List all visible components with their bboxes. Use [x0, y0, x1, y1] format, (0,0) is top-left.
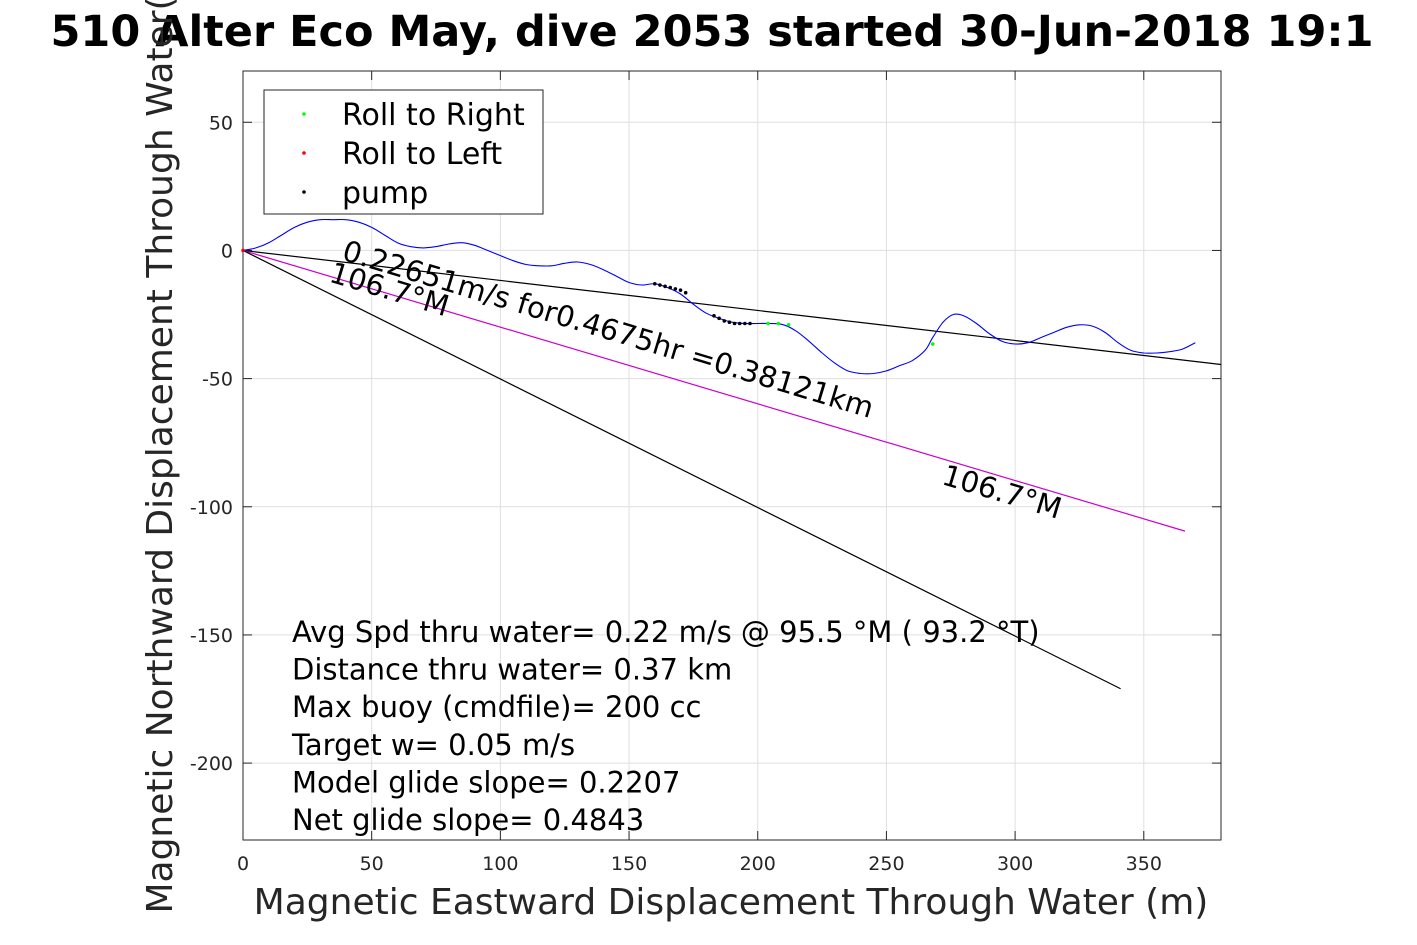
- y-tick-label: -100: [190, 497, 233, 519]
- stat-line: Model glide slope= 0.2207: [292, 765, 680, 799]
- dive-stats: Avg Spd thru water= 0.22 m/s @ 95.5 °M (…: [291, 615, 1040, 837]
- legend-box: [263, 89, 544, 215]
- y-axis-label: Magnetic Northward Displacement Through …: [140, 0, 181, 914]
- x-tick-label: 100: [482, 853, 518, 875]
- stat-line: Avg Spd thru water= 0.22 m/s @ 95.5 °M (…: [292, 615, 1040, 649]
- pump-point: [683, 290, 688, 295]
- x-tick-label: 50: [360, 853, 384, 875]
- legend-label: Roll to Right: [342, 98, 525, 133]
- roll-right-point: [776, 321, 781, 326]
- heading-line: [242, 249, 1222, 366]
- stat-line: Net glide slope= 0.4843: [292, 803, 644, 837]
- y-tick-label: 0: [221, 240, 233, 262]
- roll-right-point: [766, 321, 770, 326]
- pump-point: [678, 288, 683, 292]
- pump-point: [743, 321, 747, 326]
- pump-point: [673, 287, 678, 291]
- legend-label: Roll to Left: [342, 137, 502, 172]
- x-tick-label: 250: [868, 853, 904, 875]
- legend-marker: [302, 112, 306, 116]
- event-points: [241, 248, 935, 346]
- stat-line: Target w= 0.05 m/s: [291, 728, 575, 762]
- pump-point: [652, 281, 657, 286]
- x-axis-label: Magnetic Eastward Displacement Through W…: [254, 882, 1209, 923]
- roll-right-point: [786, 322, 791, 327]
- pump-point: [727, 320, 732, 325]
- x-tick-label: 0: [237, 853, 249, 875]
- x-tick-label: 150: [611, 853, 647, 875]
- y-tick-label: -50: [202, 369, 233, 391]
- pump-point: [658, 283, 662, 287]
- axis-ticks: 0 50 100 150 200 250 300 350 50 0 -50 -100 -150 -200: [190, 71, 1221, 875]
- pump-point: [737, 321, 742, 326]
- heading-line: [242, 249, 1186, 532]
- stat-line: Distance thru water= 0.37 km: [292, 653, 732, 687]
- pump-point: [722, 319, 727, 323]
- roll-right-point: [930, 342, 935, 346]
- x-tick-label: 350: [1126, 853, 1162, 875]
- roll-left-point: [241, 248, 245, 253]
- stat-line: Max buoy (cmdfile)= 200 cc: [292, 690, 701, 724]
- y-tick-label: -200: [190, 753, 233, 775]
- legend-marker: [302, 190, 306, 194]
- legend-marker: [302, 151, 306, 155]
- heading-line: [242, 249, 1121, 690]
- y-tick-label: 50: [209, 112, 233, 134]
- pump-point: [732, 321, 737, 326]
- pump-point: [668, 285, 673, 290]
- pump-point: [712, 313, 716, 318]
- y-tick-label: -150: [190, 625, 233, 647]
- pump-point: [663, 284, 667, 289]
- x-tick-label: 200: [740, 853, 776, 875]
- chart-title: 510 Alter Eco May, dive 2053 started 30-…: [50, 7, 1373, 57]
- heading-lines: [242, 249, 1222, 690]
- pump-point: [748, 321, 752, 326]
- x-tick-label: 300: [997, 853, 1033, 875]
- pump-point: [717, 316, 721, 321]
- plot-frame: [242, 70, 1222, 841]
- legend-label: pump: [342, 176, 428, 211]
- legend: Roll to Right Roll to Left pump: [263, 89, 544, 215]
